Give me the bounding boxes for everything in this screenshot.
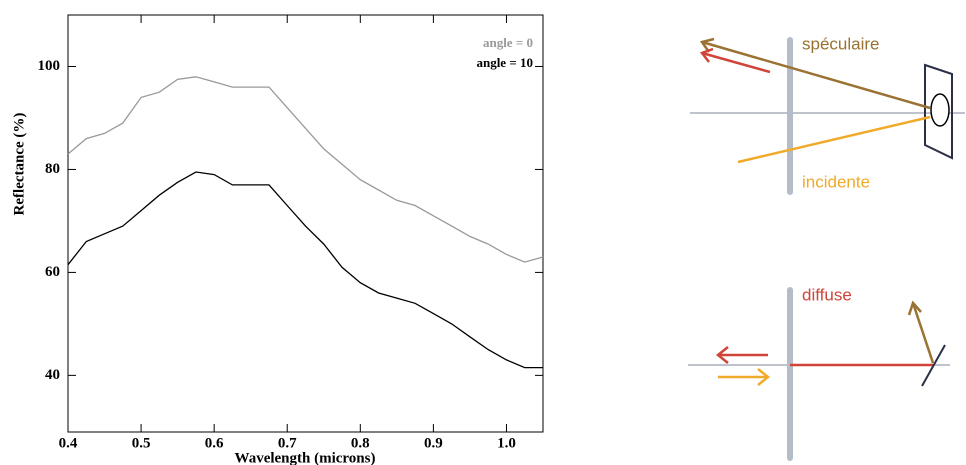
x-axis-label: Wavelength (microns)	[235, 450, 376, 465]
label: spéculaire	[802, 34, 880, 53]
plot-frame	[67, 14, 544, 433]
label: incidente	[802, 172, 870, 191]
x-tick-label: 1.0	[497, 435, 516, 451]
x-tick-label: 0.8	[351, 435, 370, 451]
specular-ray	[701, 40, 931, 110]
y-tick-label: 60	[45, 264, 60, 280]
arrow-head	[699, 47, 714, 63]
x-tick-label: 0.7	[278, 435, 297, 451]
sample	[930, 93, 950, 127]
x-tick-label: 0.4	[59, 435, 78, 451]
label: diffuse	[802, 285, 852, 304]
diagram: spéculaire incidente diffuse	[688, 34, 965, 461]
y-axis-label: Reflectance (%)	[11, 113, 27, 216]
arrow-head	[757, 368, 771, 386]
arrow-head	[715, 346, 729, 364]
y-tick-label: 40	[45, 367, 60, 383]
arrow-head	[699, 37, 715, 53]
surface	[921, 344, 946, 387]
x-tick-label: 0.5	[132, 435, 151, 451]
y-tick-label: 100	[38, 58, 61, 74]
reflected-ray	[701, 51, 771, 74]
y-tick-label: 80	[45, 161, 60, 177]
scatter-ray	[911, 302, 935, 364]
legend-label: angle = 10	[476, 55, 533, 70]
arrow-head	[907, 300, 922, 316]
x-tick-label: 0.9	[424, 435, 443, 451]
incident-ray	[737, 115, 931, 164]
series-line	[67, 76, 544, 263]
x-tick-label: 0.6	[205, 435, 224, 451]
series-line	[67, 171, 543, 369]
legend-label: angle = 0	[483, 35, 533, 50]
chart: Reflectance (%) Wavelength (microns) 40 6…	[11, 14, 544, 465]
